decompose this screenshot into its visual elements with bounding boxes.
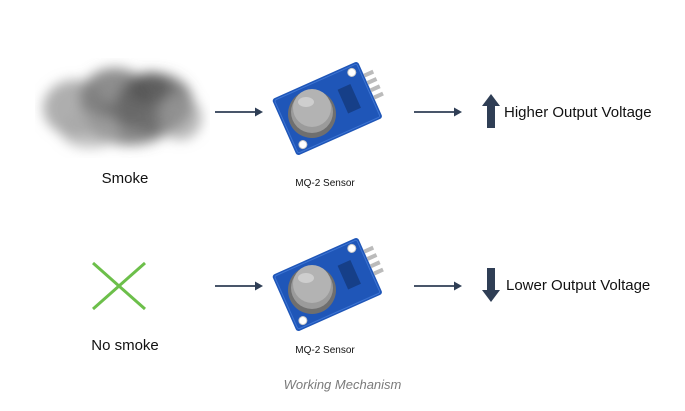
higher-output-voltage-label: Higher Output Voltage [504,104,652,121]
flow-arrow-icon [413,280,463,292]
mq2-sensor-icon [266,234,386,334]
arrow-up-icon [482,94,500,128]
sensor-label-2: MQ-2 Sensor [295,345,355,356]
mq2-sensor-icon [266,58,386,158]
no-smoke-label: No smoke [91,337,159,354]
lower-output-voltage-label: Lower Output Voltage [506,277,651,294]
cross-icon [90,260,148,312]
smoke-cloud-icon [35,58,210,158]
flow-arrow-icon [413,106,463,118]
smoke-label: Smoke [101,170,149,187]
arrow-down-icon [482,268,500,302]
flow-arrow-icon [214,106,264,118]
sensor-label-1: MQ-2 Sensor [295,178,355,189]
flow-arrow-icon [214,280,264,292]
figure-caption: Working Mechanism [283,377,402,392]
